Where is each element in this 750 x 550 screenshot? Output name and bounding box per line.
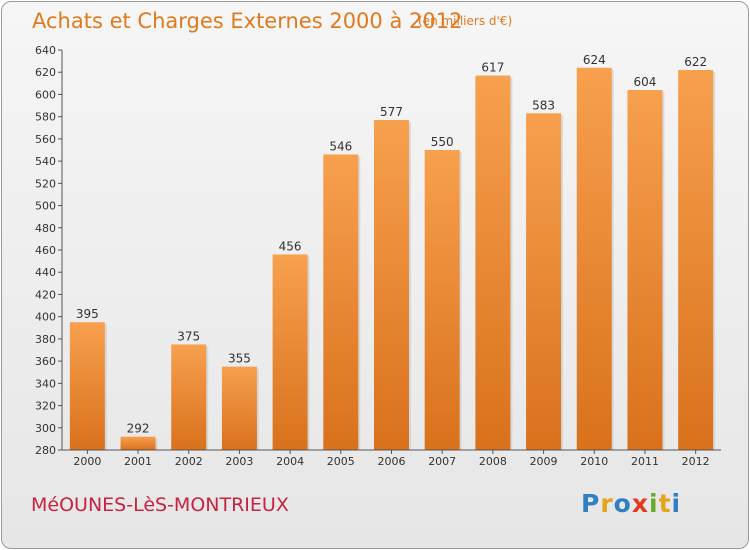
x-tick-label: 2012	[682, 455, 710, 468]
y-tick-label: 520	[35, 177, 56, 190]
x-tick-label: 2010	[580, 455, 608, 468]
data-label: 577	[380, 105, 403, 119]
bar	[678, 70, 714, 450]
bar	[475, 75, 511, 451]
x-tick-label: 2005	[327, 455, 355, 468]
y-tick-label: 600	[35, 88, 56, 101]
y-tick-label: 460	[35, 244, 56, 257]
x-tick-label: 2008	[479, 455, 507, 468]
x-axis: 2000 2001 2002 2003 2004 2005 2006 2007 2008 2009…	[62, 449, 721, 468]
logo-letter: i	[671, 489, 682, 518]
bar	[272, 254, 308, 450]
data-label: 622	[684, 55, 707, 69]
location-name: MéOUNES-LèS-MONTRIEUX	[31, 494, 289, 516]
y-tick-label: 560	[35, 133, 56, 146]
bar	[424, 150, 460, 450]
bar	[526, 113, 562, 450]
x-tick-label: 2006	[378, 455, 406, 468]
logo-letter: t	[658, 489, 672, 518]
x-tick-label: 2009	[530, 455, 558, 468]
logo-letter: P	[581, 489, 601, 518]
y-tick-label: 620	[35, 66, 56, 79]
x-tick-label: 2003	[225, 455, 253, 468]
y-tick-label: 580	[35, 111, 56, 124]
x-tick-label: 2001	[124, 455, 152, 468]
x-tick-label: 2011	[631, 455, 659, 468]
y-tick-label: 360	[35, 355, 56, 368]
data-label: 292	[127, 422, 150, 436]
y-tick-label: 500	[35, 200, 56, 213]
y-tick-label: 280	[35, 444, 56, 457]
y-tick-label: 300	[35, 422, 56, 435]
y-tick-label: 420	[35, 288, 56, 301]
bar	[374, 120, 409, 450]
data-label: 583	[532, 98, 555, 112]
y-tick-label: 480	[35, 222, 56, 235]
bar	[221, 366, 257, 450]
data-label: 355	[228, 352, 251, 366]
data-label: 604	[634, 75, 657, 89]
data-label: 395	[76, 307, 99, 321]
bar	[120, 436, 156, 450]
bar	[576, 67, 612, 451]
y-tick-label: 320	[35, 400, 56, 413]
x-tick-label: 2007	[428, 455, 456, 468]
y-tick-label: 340	[35, 377, 56, 390]
data-label: 550	[431, 135, 454, 149]
x-tick-label: 2004	[276, 455, 304, 468]
data-label: 375	[177, 329, 200, 343]
y-tick-label: 440	[35, 266, 56, 279]
data-label: 617	[481, 61, 504, 75]
logo-letter: i	[649, 489, 659, 518]
data-label: 456	[279, 239, 302, 253]
y-tick-label: 640	[35, 44, 56, 57]
bar	[323, 154, 359, 450]
logo-letter: r	[600, 489, 614, 518]
chart-unit: (en milliers d'€)	[418, 14, 513, 28]
y-tick-label: 380	[35, 333, 56, 346]
y-tick-label: 540	[35, 155, 56, 168]
bar	[171, 344, 207, 450]
logo-letter: x	[631, 489, 649, 518]
data-label: 624	[583, 53, 606, 67]
proxiti-logo[interactable]: Proxiti	[581, 489, 681, 518]
bar	[69, 322, 105, 450]
chart-title: Achats et Charges Externes 2000 à 2012	[32, 9, 463, 33]
y-tick-label: 400	[35, 311, 56, 324]
x-tick-label: 2000	[73, 455, 101, 468]
bars: 395 292 375 355 456 546 577 550 617 583 624 604 622	[69, 53, 716, 451]
x-tick-label: 2002	[175, 455, 203, 468]
bar	[627, 90, 663, 450]
y-axis: 280 300 320 340 360 380 400 420 440 460 480 500 520 5…	[35, 44, 63, 457]
data-label: 546	[329, 139, 352, 153]
logo-letter: o	[613, 489, 632, 518]
